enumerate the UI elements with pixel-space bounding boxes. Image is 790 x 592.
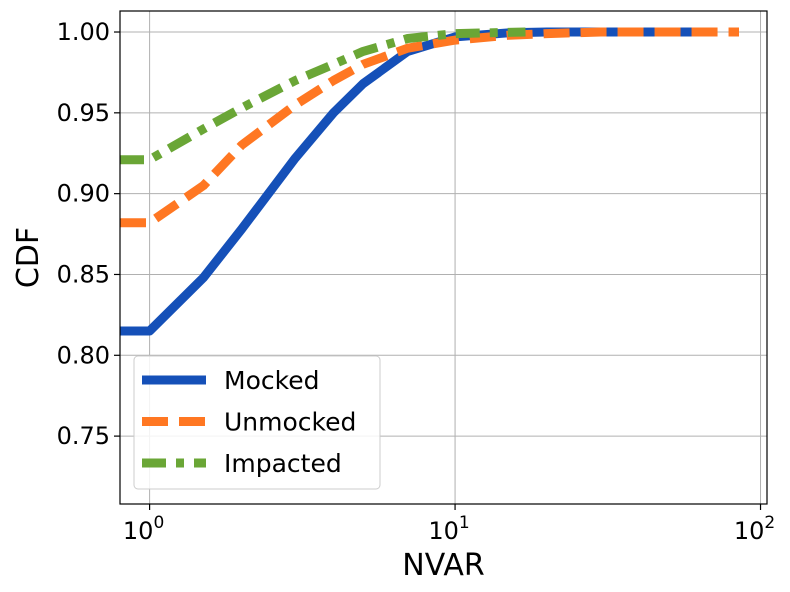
- x-tick-label: 101: [428, 513, 469, 545]
- y-tick-label: 0.90: [57, 180, 110, 208]
- y-axis-label: CDF: [11, 227, 46, 288]
- y-tick-label: 0.95: [57, 99, 110, 127]
- legend-label: Impacted: [224, 449, 342, 478]
- x-tick-exponent: 2: [764, 513, 775, 533]
- legend-box: [133, 355, 381, 490]
- legend-label: Mocked: [224, 366, 319, 395]
- legend: Mocked Unmocked Impacted: [133, 355, 381, 490]
- x-tick-exponent: 1: [459, 513, 470, 533]
- y-tick-label: 0.80: [57, 341, 110, 369]
- x-axis-label: NVAR: [402, 548, 484, 583]
- plot-frame: [119, 10, 768, 505]
- x-tick-label: 102: [734, 513, 775, 545]
- legend-label: Unmocked: [224, 408, 356, 437]
- series-line-impacted: [120, 27, 526, 165]
- y-tick-label: 0.75: [57, 422, 110, 450]
- y-tick-label: 1.00: [57, 18, 110, 46]
- x-tick-exponent: 0: [153, 513, 164, 533]
- x-tick-label: 100: [123, 513, 164, 545]
- series-lines: [120, 27, 739, 336]
- y-tick-label: 0.85: [57, 260, 110, 288]
- series-line-unmocked: [120, 27, 739, 228]
